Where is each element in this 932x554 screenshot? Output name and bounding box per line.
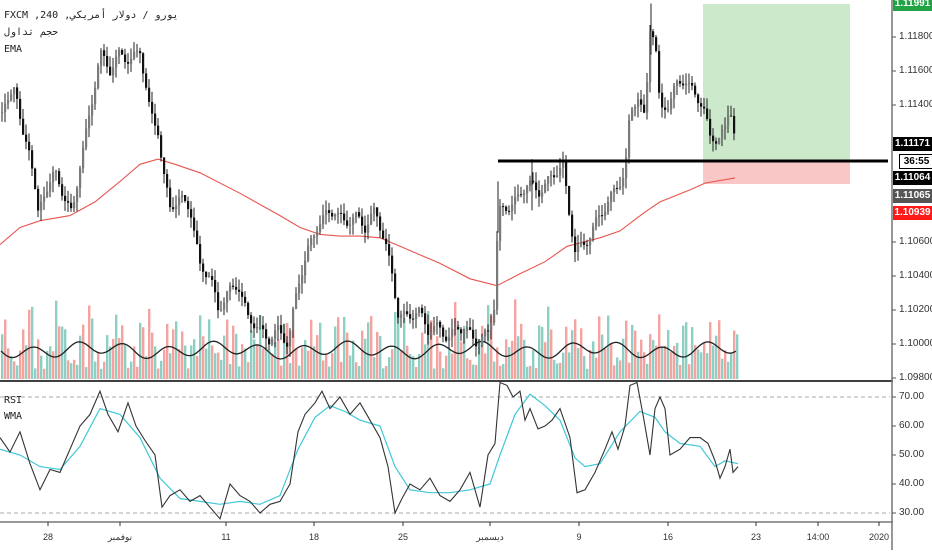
stop-zone[interactable] [703,162,850,184]
volume-legend: حجم تداول [4,27,59,38]
time-label: 14:00 [806,532,830,542]
rsi-line [0,381,739,520]
volume-bars [1,299,739,379]
rsi-legend: RSI [4,395,23,406]
time-label: 23 [750,532,762,542]
time-axis-ticks [47,522,880,526]
target-price-tag: 1.11991 [893,0,932,11]
price-tick: 1.10000 [899,338,932,349]
symbol-title: FXCM ,240 ,يورو / دولار أمريكي [4,10,179,21]
time-label: 28 [42,532,54,542]
target-zone[interactable] [703,4,850,162]
high-price-tag: 1.11171 [893,137,932,151]
time-label: ديسمبر [476,532,504,542]
wma-legend: WMA [4,411,23,422]
price-tick: 1.10600 [899,236,932,247]
rsi-tick: 40.00 [899,478,925,489]
ema-line [0,158,736,287]
countdown-tag: 36:55 [899,154,932,169]
price-tick: 1.11600 [899,65,932,76]
time-label: 9 [576,532,582,542]
rsi-tick: 60.00 [899,420,925,431]
rsi-tick: 50.00 [899,449,925,460]
price-tick: 1.11400 [899,99,932,110]
rsi-tick: 30.00 [899,507,925,518]
time-label: 16 [662,532,674,542]
current-price-tag: 1.11064 [893,171,932,185]
grey-price-tag: 1.11065 [893,189,932,203]
ema-price-tag: 1.10939 [893,206,932,220]
time-label: 2020 [868,532,890,542]
price-axis-ticks [892,36,896,514]
candlesticks [1,3,736,357]
time-label: نوفمبر [107,532,133,542]
price-tick: 1.09800 [899,372,932,383]
price-tick: 1.11800 [899,31,932,42]
ema-legend: EMA [4,44,23,55]
price-tick: 1.10200 [899,304,932,315]
rsi-tick: 70.00 [899,391,925,402]
time-label: 18 [308,532,320,542]
price-tick: 1.10400 [899,270,932,281]
wma-line [0,393,739,505]
volume-ma-line [0,340,737,360]
time-label: 25 [397,532,409,542]
time-label: 11 [221,532,231,542]
